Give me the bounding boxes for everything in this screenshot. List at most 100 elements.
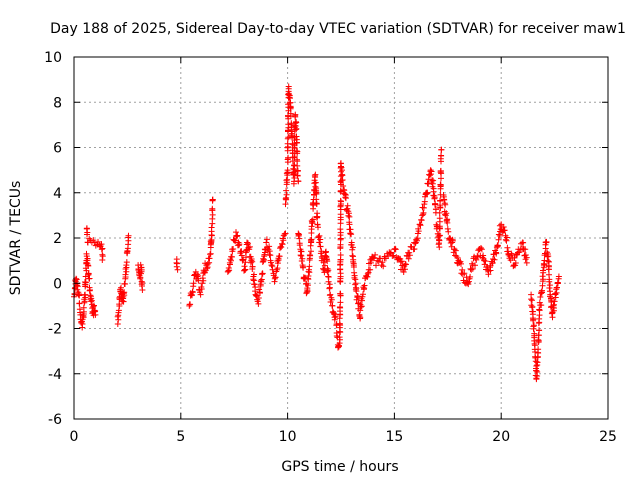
- data-point: [418, 217, 425, 224]
- data-point: [458, 260, 464, 267]
- data-point: [232, 237, 239, 244]
- data-point: [461, 270, 468, 277]
- data-point: [317, 243, 324, 250]
- data-point: [522, 252, 529, 258]
- data-point: [308, 236, 315, 243]
- data-point: [436, 232, 443, 239]
- data-point: [530, 308, 536, 315]
- data-point: [298, 252, 305, 259]
- data-point: [337, 226, 344, 233]
- y-tick-label: 2: [53, 231, 62, 247]
- y-tick-label: -4: [48, 367, 62, 383]
- data-point: [337, 278, 344, 284]
- data-point: [258, 276, 265, 283]
- data-point: [294, 172, 301, 179]
- data-point: [370, 255, 376, 262]
- data-point: [255, 300, 262, 307]
- data-point: [285, 83, 292, 90]
- points-layer: [71, 83, 562, 383]
- data-point: [234, 232, 241, 239]
- data-point: [402, 266, 408, 273]
- data-point: [431, 193, 438, 199]
- data-point: [495, 242, 501, 249]
- data-point: [554, 284, 560, 291]
- data-point: [360, 291, 366, 298]
- data-point: [314, 213, 321, 220]
- data-point: [546, 276, 553, 283]
- data-point: [304, 287, 311, 293]
- data-point: [325, 274, 332, 280]
- data-point: [442, 201, 449, 208]
- data-point: [531, 322, 537, 329]
- data-point: [115, 316, 122, 323]
- data-point: [267, 252, 274, 259]
- data-point: [337, 188, 344, 195]
- data-point: [443, 210, 450, 217]
- data-point: [310, 202, 317, 209]
- data-point: [306, 263, 313, 270]
- data-point: [139, 279, 146, 286]
- data-point: [123, 259, 130, 266]
- data-point: [321, 262, 328, 269]
- data-point: [316, 239, 323, 246]
- data-point: [361, 282, 368, 289]
- data-point: [82, 294, 89, 301]
- data-point: [293, 125, 300, 132]
- data-point: [495, 236, 502, 243]
- data-point: [373, 262, 379, 269]
- data-point: [445, 228, 452, 235]
- data-point: [344, 202, 351, 209]
- data-point: [349, 252, 356, 259]
- data-point: [263, 239, 270, 246]
- data-point: [438, 158, 444, 165]
- data-point: [313, 200, 320, 207]
- data-point: [545, 258, 551, 264]
- data-point: [530, 317, 537, 324]
- data-point: [294, 162, 301, 169]
- data-point: [364, 270, 371, 277]
- data-point: [139, 287, 146, 293]
- data-point: [306, 269, 313, 276]
- x-tick-label: 25: [599, 429, 617, 445]
- data-point: [74, 283, 81, 290]
- data-point: [244, 239, 250, 246]
- data-point: [296, 242, 303, 249]
- data-point: [371, 254, 378, 261]
- data-point: [292, 113, 299, 120]
- data-point: [337, 252, 344, 258]
- y-tick-label: 6: [53, 141, 62, 157]
- data-point: [452, 247, 459, 254]
- data-point: [312, 171, 319, 178]
- data-point: [531, 340, 538, 347]
- data-point: [493, 250, 500, 257]
- data-point: [342, 195, 349, 202]
- data-point: [294, 148, 301, 155]
- data-point: [436, 209, 443, 216]
- data-point: [313, 191, 320, 197]
- data-point: [444, 219, 451, 226]
- data-point: [454, 254, 461, 261]
- data-point: [501, 227, 508, 234]
- data-point: [80, 304, 87, 311]
- data-point: [503, 234, 510, 241]
- data-point: [538, 302, 545, 309]
- data-point: [294, 167, 301, 174]
- data-point: [233, 233, 240, 240]
- data-point: [523, 254, 530, 261]
- data-point: [316, 232, 323, 239]
- data-point: [547, 291, 554, 298]
- data-point: [255, 295, 262, 301]
- data-point: [238, 252, 245, 259]
- data-point: [352, 281, 359, 288]
- data-point: [459, 266, 466, 273]
- data-point: [293, 140, 300, 146]
- y-axis-label: SDTVAR / TECUs: [8, 181, 24, 296]
- data-point: [436, 215, 443, 222]
- data-point: [305, 273, 312, 279]
- data-point: [84, 229, 91, 236]
- data-point: [397, 259, 404, 265]
- data-point: [358, 303, 365, 310]
- data-point: [124, 247, 131, 254]
- data-point: [98, 241, 105, 248]
- data-point: [227, 261, 233, 268]
